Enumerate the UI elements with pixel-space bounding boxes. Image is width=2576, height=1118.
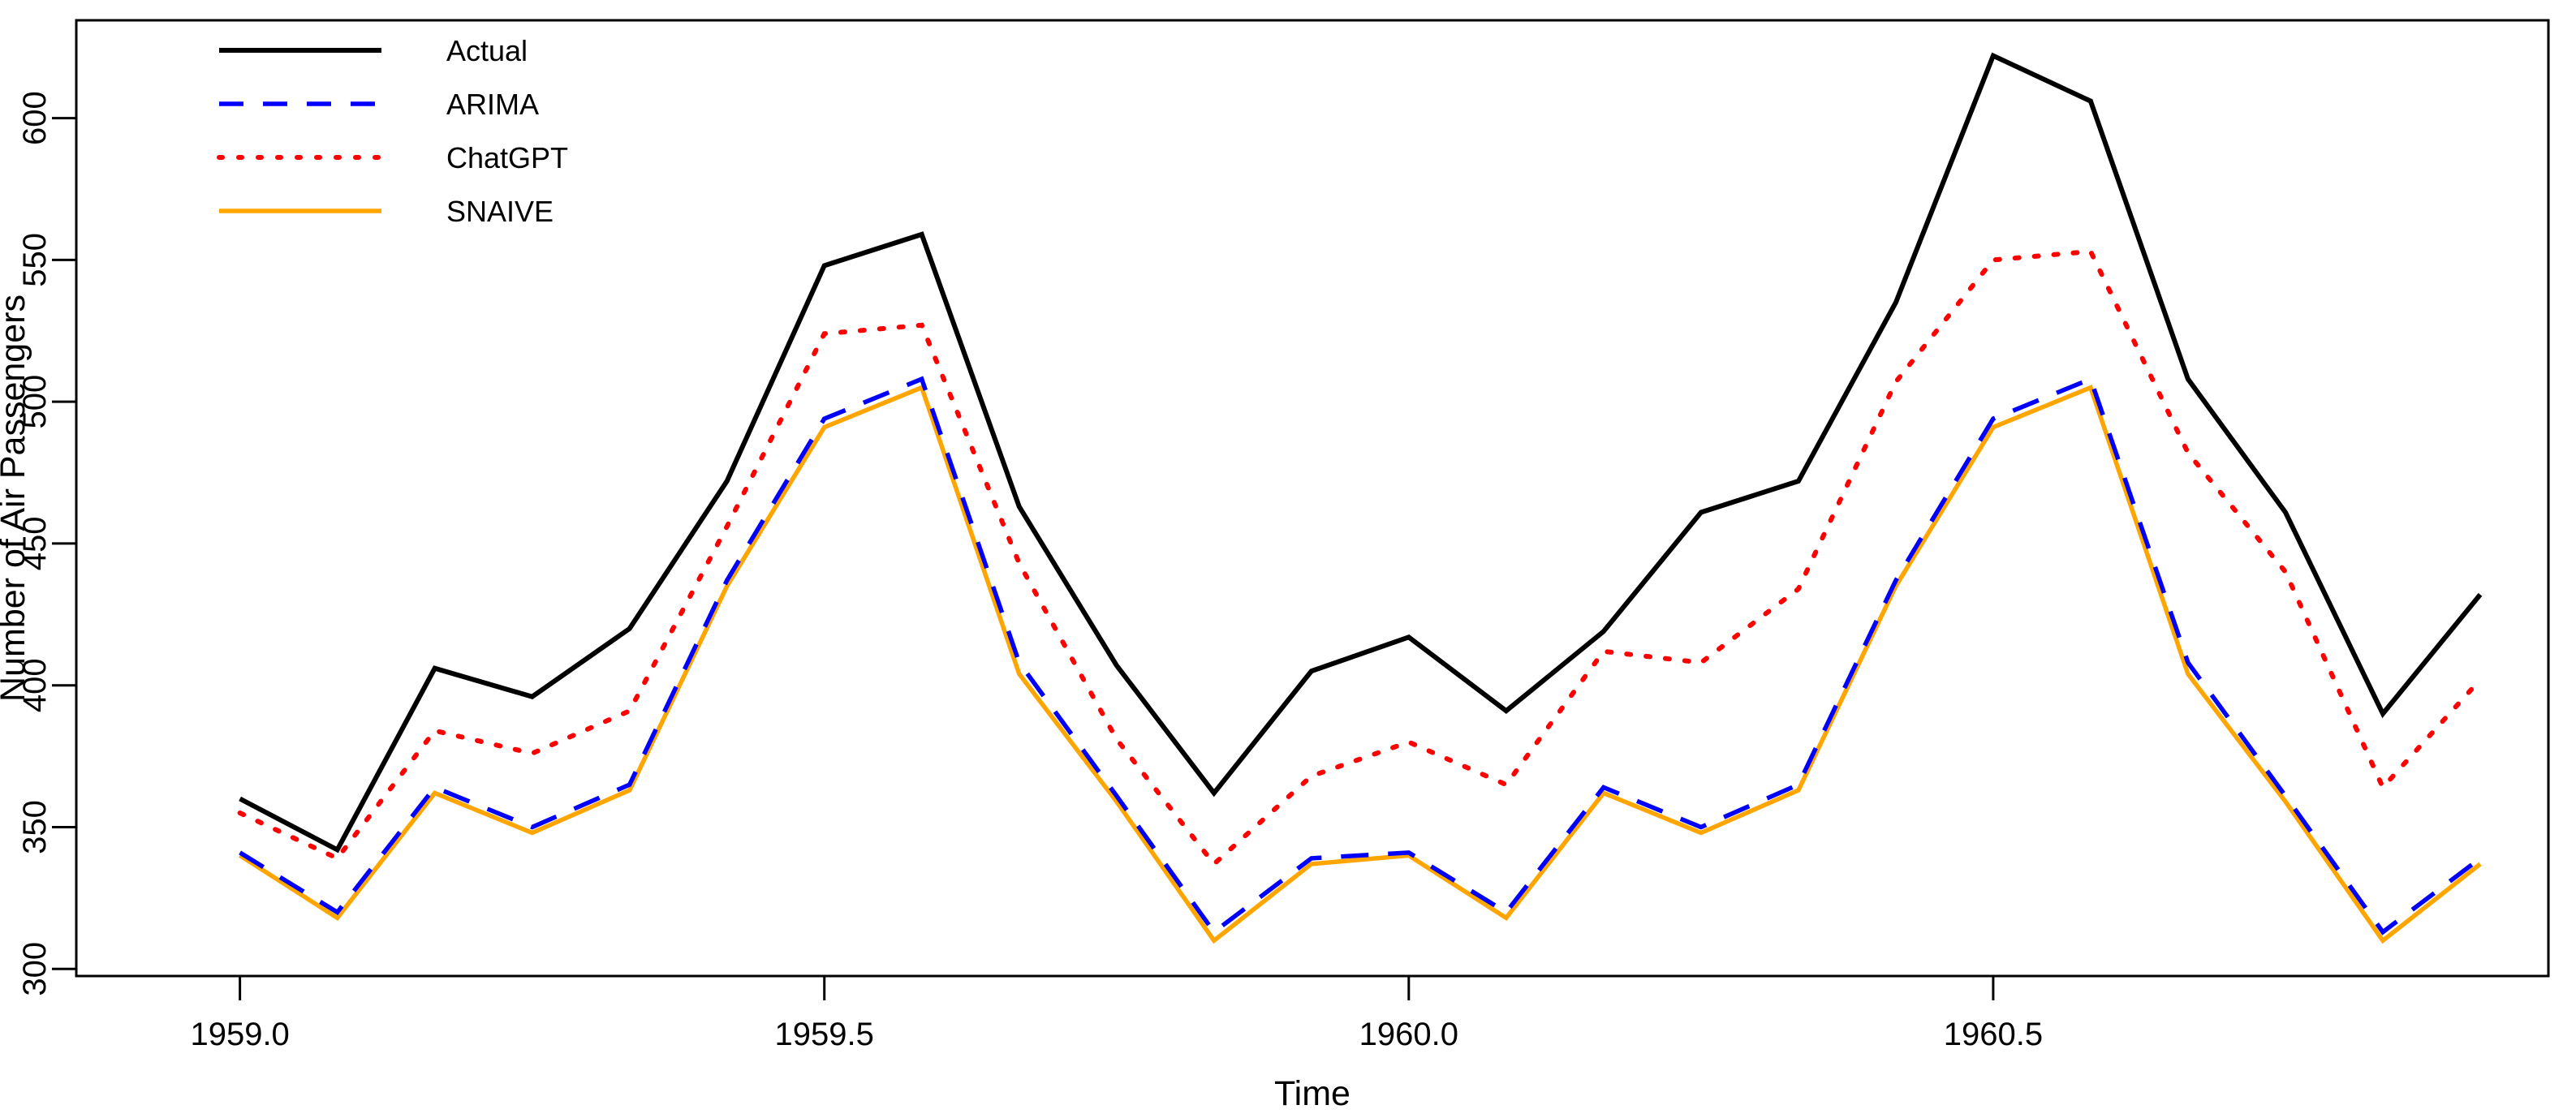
legend-item-actual: Actual (219, 34, 528, 67)
snaive-series-line (239, 385, 2482, 944)
legend-item-snaive: SNAIVE (219, 195, 554, 228)
plot-box (75, 19, 2550, 978)
chatgpt-series-line (237, 248, 2483, 868)
snaive-polyline (239, 385, 2482, 944)
legend-item-arima: ARIMA (219, 88, 539, 121)
x-tick-label: 1960.5 (1944, 1017, 2043, 1052)
y-axis-title: Number of Air Passengers (0, 295, 32, 702)
x-tick-label: 1959.5 (775, 1017, 874, 1052)
legend-item-chatgpt: ChatGPT (217, 141, 568, 174)
legend-label-chatgpt: ChatGPT (446, 141, 568, 174)
x-axis: 1959.0 1959.5 1960.0 1960.5 (190, 976, 2043, 1052)
legend: Actual ARIMA ChatGPT SNAIVE (217, 34, 568, 228)
y-tick-label: 550 (17, 233, 53, 287)
actual-polyline (239, 52, 2483, 854)
y-tick-label: 350 (17, 800, 53, 854)
y-tick-label: 600 (17, 91, 53, 145)
y-tick-label: 450 (17, 517, 53, 571)
y-axis: 300 350 400 450 500 550 600 (17, 91, 76, 996)
arima-polyline (239, 376, 2482, 935)
legend-label-arima: ARIMA (446, 88, 539, 121)
arima-series-line (239, 376, 2482, 935)
legend-label-actual: Actual (446, 34, 528, 67)
y-tick-label: 300 (17, 942, 53, 996)
x-tick-label: 1960.0 (1359, 1017, 1458, 1052)
chatgpt-polyline (237, 248, 2483, 868)
y-tick-label: 500 (17, 375, 53, 429)
y-tick-label: 400 (17, 658, 53, 712)
legend-label-snaive: SNAIVE (446, 195, 554, 228)
x-tick-label: 1959.0 (190, 1017, 289, 1052)
actual-series-line (239, 52, 2483, 854)
x-axis-title: Time (1274, 1074, 1350, 1113)
